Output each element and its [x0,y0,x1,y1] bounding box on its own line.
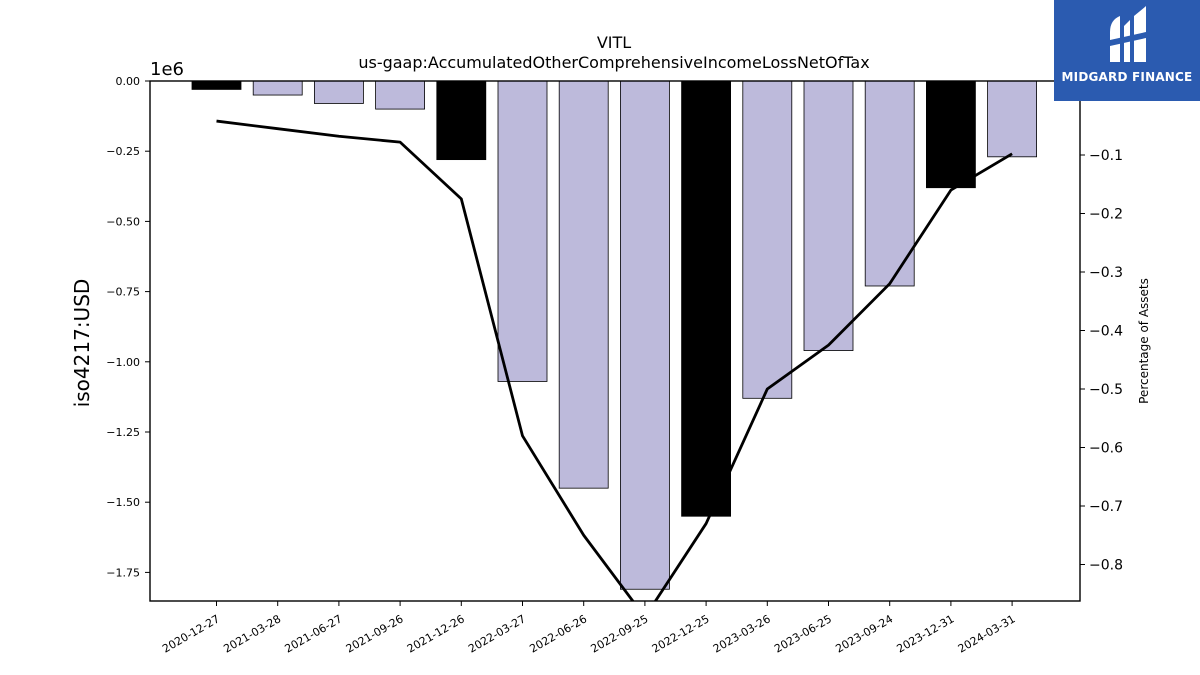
bar-2024-03-31 [987,80,1037,158]
y2-ticks: −0.1 −0.2 −0.3 −0.4 −0.5 −0.6 −0.7 −0.8 [1080,148,1123,574]
bar-2021-12-26 [436,80,487,161]
line-series-percentage [216,119,1013,601]
y-tick-label: −0.50 [106,215,140,228]
bar-2021-06-27 [313,80,364,104]
x-tick-label: 2023-09-24 [833,612,895,655]
y2-axis-label: Percentage of Assets [1137,278,1151,404]
chart-title: VITL [597,33,631,52]
y2-tick-label: −0.7 [1089,499,1123,515]
brand-logo: MIDGARD FINANCE [1054,0,1200,101]
x-tick-label: 2022-12-25 [650,612,712,655]
bar-2022-12-25 [681,80,731,517]
x-tick-label: 2023-03-26 [711,612,773,655]
x-tick-label: 2023-12-31 [895,612,957,655]
x-tick-label: 2022-09-25 [589,612,651,655]
y-tick-label: −0.25 [106,145,140,158]
y-tick-label: −1.25 [106,426,140,439]
bar-group [191,80,1037,590]
bar-2023-09-24 [864,80,915,287]
bar-2021-09-26 [375,80,426,110]
x-tick-label: 2022-03-27 [466,612,528,655]
y-tick-label: −0.75 [106,286,140,299]
x-tick-label: 2022-06-26 [527,612,589,655]
y-ticks: 0.00 −0.25 −0.50 −0.75 −1.00 −1.25 −1.50 −1.75 [106,75,150,579]
x-tick-label: 2023-06-25 [772,612,834,655]
x-tick-label: 2021-06-27 [283,612,345,655]
y2-tick-label: −0.8 [1089,558,1123,574]
midgard-logo-icon [1110,6,1146,62]
line-group [216,119,1013,601]
offset-text: 1e6 [150,59,184,80]
y2-tick-label: −0.4 [1089,324,1123,340]
x-tick-label: 2021-03-28 [221,612,283,655]
x-tick-label: 2021-12-26 [405,612,467,655]
bar-2020-12-27 [191,80,242,90]
chart-subtitle: us-gaap:AccumulatedOtherComprehensiveInc… [358,53,869,72]
bar-2021-03-28 [252,80,303,96]
plot-frame [149,80,1081,602]
brand-name: MIDGARD FINANCE [1061,70,1193,84]
x-tick-label: 2021-09-26 [344,612,406,655]
x-ticks: 2020-12-27 2021-03-28 2021-06-27 2021-09-26… [160,601,1018,656]
y2-tick-label: −0.5 [1089,382,1123,398]
bar-2022-06-26 [558,80,609,489]
y2-tick-label: −0.3 [1089,265,1123,281]
y-tick-label: −1.50 [106,496,140,509]
y-tick-label: −1.75 [106,566,140,579]
x-tick-label: 2024-03-31 [956,612,1018,655]
y2-tick-label: −0.1 [1089,148,1123,164]
y2-tick-label: −0.6 [1089,441,1123,457]
bar-2023-03-26 [742,80,793,399]
bar-2023-06-25 [803,80,854,351]
y-tick-label: −1.00 [106,356,140,369]
bar-2022-03-27 [497,80,548,382]
bar-2022-09-25 [620,80,670,590]
y2-tick-label: −0.2 [1089,207,1123,223]
y-axis-label: iso4217:USD [70,279,94,408]
bar-2023-12-31 [926,80,976,189]
y-tick-label: 0.00 [116,75,141,88]
x-tick-label: 2020-12-27 [160,612,222,655]
